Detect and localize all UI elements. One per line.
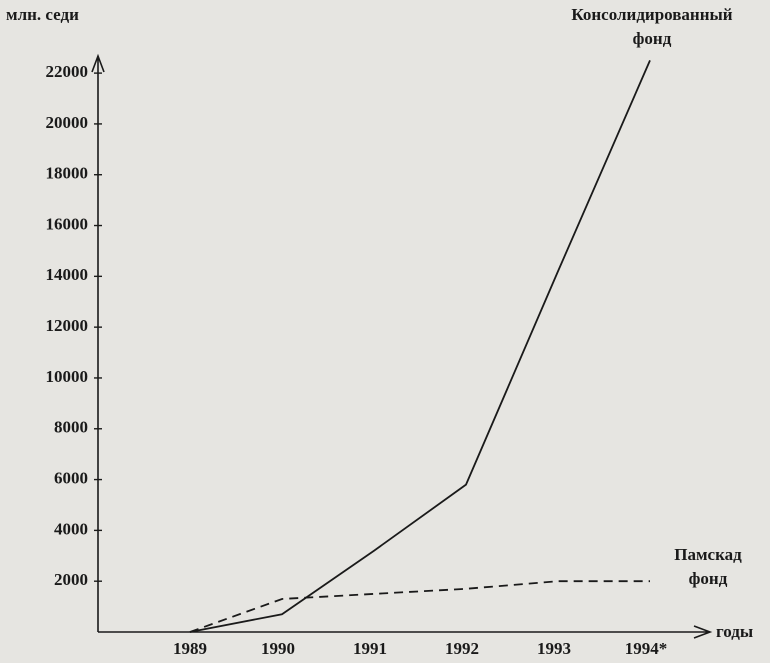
y-tick-label: 2000 <box>54 570 88 589</box>
x-tick-label: 1989 <box>173 639 207 658</box>
y-axis-label: млн. седи <box>6 5 79 24</box>
series-label: Консолидированный фонд <box>571 5 732 48</box>
x-axis-label: годы <box>716 622 753 641</box>
y-tick-label: 12000 <box>46 316 89 335</box>
y-axis <box>91 53 105 632</box>
x-tick-label: 1992 <box>445 639 479 658</box>
y-tick-label: 18000 <box>46 164 89 183</box>
y-tick-label: 8000 <box>54 418 88 437</box>
y-tick-label: 6000 <box>54 468 88 487</box>
series-label: Памскад фонд <box>674 545 742 588</box>
y-tick-label: 4000 <box>54 519 88 538</box>
y-tick-label: 14000 <box>46 265 89 284</box>
x-axis <box>98 625 713 639</box>
series-line <box>189 60 651 633</box>
x-tick-label: 1991 <box>353 639 387 658</box>
y-tick-label: 20000 <box>46 113 89 132</box>
y-tick-label: 16000 <box>46 214 89 233</box>
x-tick-label: 1993 <box>537 639 571 658</box>
series-line <box>189 580 650 633</box>
y-tick-label: 10000 <box>46 367 89 386</box>
x-tick-label: 1994* <box>625 639 668 658</box>
y-tick-label: 22000 <box>46 62 89 81</box>
x-tick-label: 1990 <box>261 639 295 658</box>
